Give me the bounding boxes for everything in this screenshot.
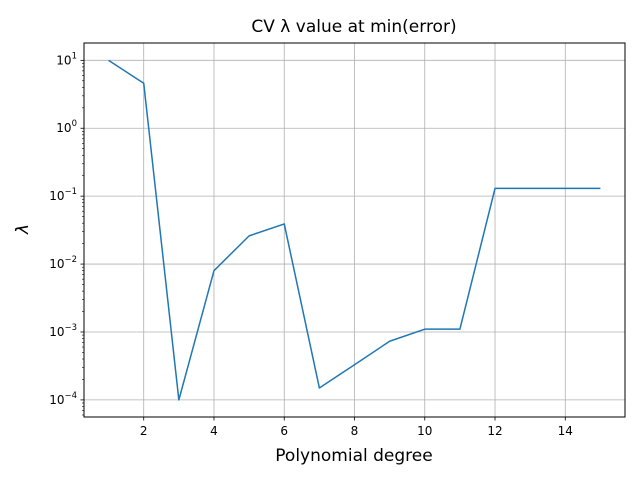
- y-tick-exponent: −2: [64, 255, 77, 265]
- x-axis-label: Polynomial degree: [275, 446, 432, 466]
- x-tick-label: 12: [487, 424, 502, 438]
- x-tick-label: 6: [280, 424, 288, 438]
- y-tick-mantissa: 10: [56, 53, 71, 67]
- y-tick-mantissa: 10: [49, 325, 64, 339]
- y-tick-label: 10−2: [49, 255, 77, 271]
- chart-title: CV λ value at min(error): [251, 17, 456, 37]
- y-tick-label: 10−4: [49, 391, 77, 407]
- x-tick-label: 10: [417, 424, 432, 438]
- grid: [84, 43, 625, 417]
- y-tick-mantissa: 10: [49, 189, 64, 203]
- series-line: [108, 59, 601, 401]
- plot-frame: [83, 42, 626, 418]
- y-tick-mantissa: 10: [49, 257, 64, 271]
- x-tick-label: 8: [351, 424, 359, 438]
- y-tick-label: 100: [56, 119, 77, 135]
- x-tick-label: 2: [140, 424, 148, 438]
- y-tick-mantissa: 10: [56, 121, 71, 135]
- y-tick-exponent: −1: [64, 187, 77, 197]
- y-axis-label: λ: [13, 224, 33, 235]
- y-tick-mantissa: 10: [49, 393, 64, 407]
- y-tick-label: 101: [56, 51, 77, 67]
- y-tick-exponent: −3: [64, 323, 77, 333]
- y-tick-label: 10−1: [49, 187, 77, 203]
- y-tick-label: 10−3: [49, 323, 77, 339]
- y-tick-exponent: 0: [72, 119, 77, 129]
- x-tick-label: 4: [210, 424, 218, 438]
- x-tick-label: 14: [558, 424, 573, 438]
- y-tick-exponent: −4: [64, 391, 77, 401]
- y-tick-exponent: 1: [72, 51, 77, 61]
- x-axis: 2 4 6 8 10 12 14: [140, 417, 573, 438]
- plot-area: [108, 59, 601, 401]
